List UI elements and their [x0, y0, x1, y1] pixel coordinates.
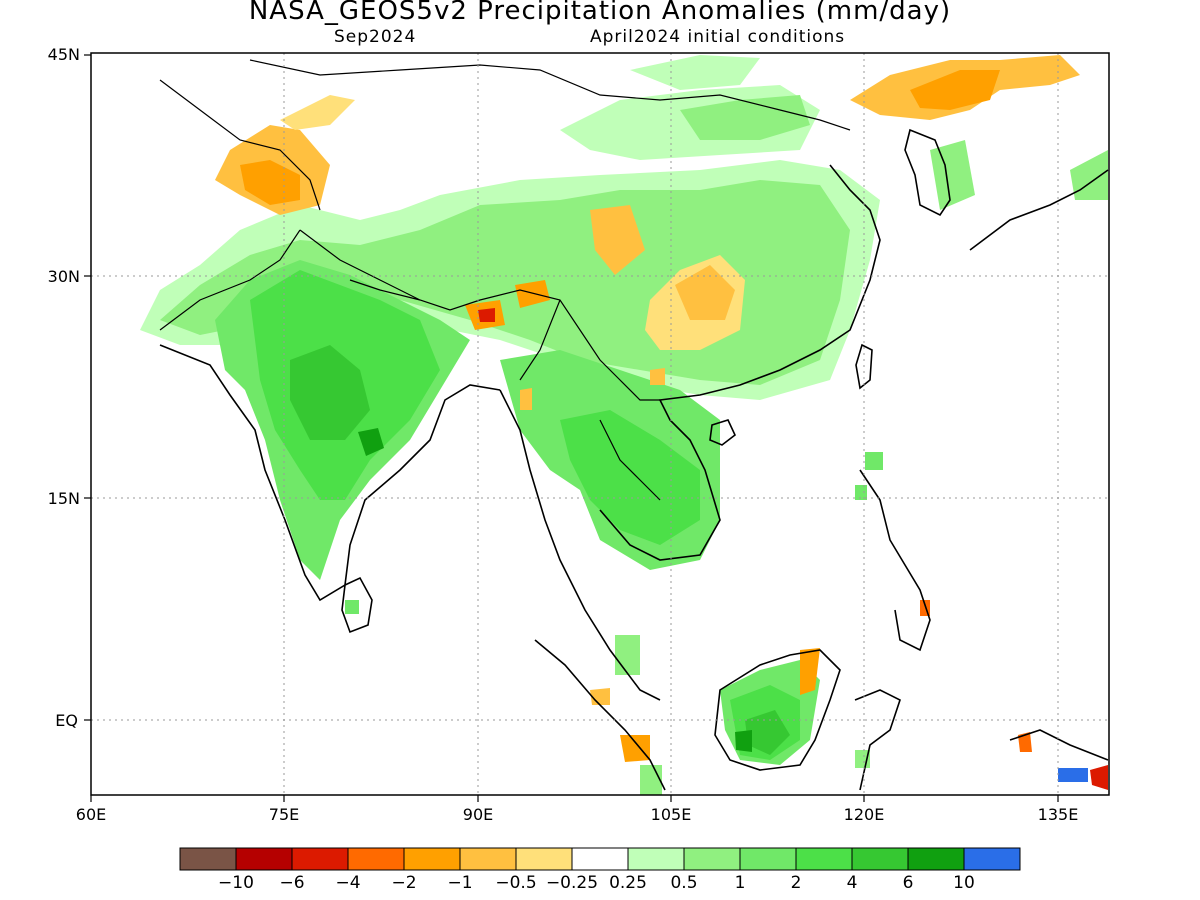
anomaly-region: [675, 265, 735, 320]
map-title: NASA_GEOS5v2 Precipitation Anomalies (mm…: [248, 0, 952, 26]
colorbar-label: −0.25: [546, 873, 598, 893]
colorbar-swatch: [627, 847, 685, 871]
anomaly-region: [280, 95, 355, 130]
colorbar-label: −1: [447, 873, 472, 893]
colorbar-swatch: [851, 847, 909, 871]
anomaly-region: [650, 368, 665, 385]
forecast-month-label: Sep2024: [334, 27, 417, 47]
anomaly-region: [865, 452, 883, 470]
lat-label-eq: EQ: [55, 711, 78, 730]
anomaly-region: [615, 635, 640, 675]
colorbar-label: −0.5: [495, 873, 536, 893]
coastline-philippines: [859, 469, 931, 652]
colorbar-label: 6: [903, 873, 914, 893]
lon-label-90e: 90E: [463, 805, 493, 824]
colorbar-label: 0.5: [670, 873, 697, 893]
anomaly-region: [1090, 765, 1108, 790]
anomaly-region: [590, 205, 645, 275]
anomaly-region: [735, 730, 752, 752]
anomaly-region: [1058, 768, 1088, 782]
lon-label-75e: 75E: [269, 805, 299, 824]
colorbar-swatch: [907, 847, 965, 871]
coastline-mainland-sea: [499, 389, 661, 701]
anomaly-region: [478, 308, 495, 322]
lon-label-120e: 120E: [844, 805, 885, 824]
colorbar-swatch: [683, 847, 741, 871]
colorbar-label: 0.25: [609, 873, 647, 893]
longitude-labels: 60E 75E 90E 105E 120E 135E: [76, 805, 1079, 824]
anomaly-region: [930, 140, 975, 210]
colorbar-swatch: [347, 847, 405, 871]
colorbar-label: 1: [735, 873, 746, 893]
anomaly-region: [1070, 150, 1108, 200]
lat-label-30n: 30N: [48, 267, 80, 286]
colorbar-label: −4: [335, 873, 360, 893]
colorbar-swatch: [795, 847, 853, 871]
coastline-japan: [969, 169, 1109, 251]
anomaly-region: [640, 765, 662, 795]
anomaly-region: [855, 485, 867, 500]
coastline-korea: [904, 128, 951, 217]
latitude-labels: 45N 30N 15N EQ: [48, 45, 80, 730]
lon-label-135e: 135E: [1038, 805, 1079, 824]
colorbar-swatch: [235, 847, 293, 871]
colorbar-swatch: [963, 847, 1021, 871]
colorbar-swatch: [291, 847, 349, 871]
anomaly-region: [560, 410, 700, 545]
coastlines: [159, 59, 1109, 791]
coastline-taiwan: [855, 343, 873, 390]
colorbar-label: −6: [279, 873, 304, 893]
anomaly-region: [620, 735, 650, 762]
gridlines: [91, 53, 1109, 795]
colorbar-swatch: [179, 847, 237, 871]
colorbar-swatch: [571, 847, 629, 871]
lat-label-45n: 45N: [48, 45, 80, 64]
anomaly-region: [345, 600, 359, 614]
colorbar-swatch: [459, 847, 517, 871]
coastline-indochina: [599, 164, 881, 561]
anomaly-region: [290, 345, 370, 440]
lon-label-60e: 60E: [76, 805, 106, 824]
anomaly-region: [515, 280, 550, 308]
colorbar: −10 −6 −4 −2 −1 −0.5 −0.25 0.25 0.5 1 2 4 6 10: [179, 847, 1021, 893]
colorbar-label: 10: [953, 873, 975, 893]
coastline-sulawesi: [854, 689, 901, 791]
colorbar-label: −2: [391, 873, 416, 893]
colorbar-label: 2: [791, 873, 802, 893]
coastline-borneo: [714, 649, 841, 771]
initial-conditions-label: April2024 initial conditions: [590, 27, 846, 47]
coastline-newguinea: [1009, 729, 1109, 761]
colorbar-swatch: [403, 847, 461, 871]
anomaly-region: [240, 160, 300, 205]
anomaly-region: [800, 648, 820, 695]
tick-marks: [84, 54, 1059, 802]
anomaly-region: [910, 70, 1000, 110]
coastline-sumatra: [534, 639, 666, 791]
colorbar-label: 4: [847, 873, 858, 893]
coastline-srilanka: [341, 576, 373, 634]
anomaly-region: [745, 710, 790, 755]
lat-label-15n: 15N: [48, 489, 80, 508]
anomaly-region: [630, 55, 760, 90]
map-frame: [90, 52, 1110, 796]
anomaly-field: [140, 55, 1108, 795]
lon-label-105e: 105E: [651, 805, 692, 824]
colorbar-label: −10: [218, 873, 254, 893]
anomaly-region: [680, 95, 810, 140]
coastline-hainan: [709, 419, 736, 446]
coastline-india: [159, 344, 501, 602]
country-borders: [159, 59, 851, 501]
anomaly-region: [520, 388, 532, 410]
colorbar-swatch: [739, 847, 797, 871]
anomaly-region: [358, 428, 384, 456]
colorbar-swatch: [515, 847, 573, 871]
